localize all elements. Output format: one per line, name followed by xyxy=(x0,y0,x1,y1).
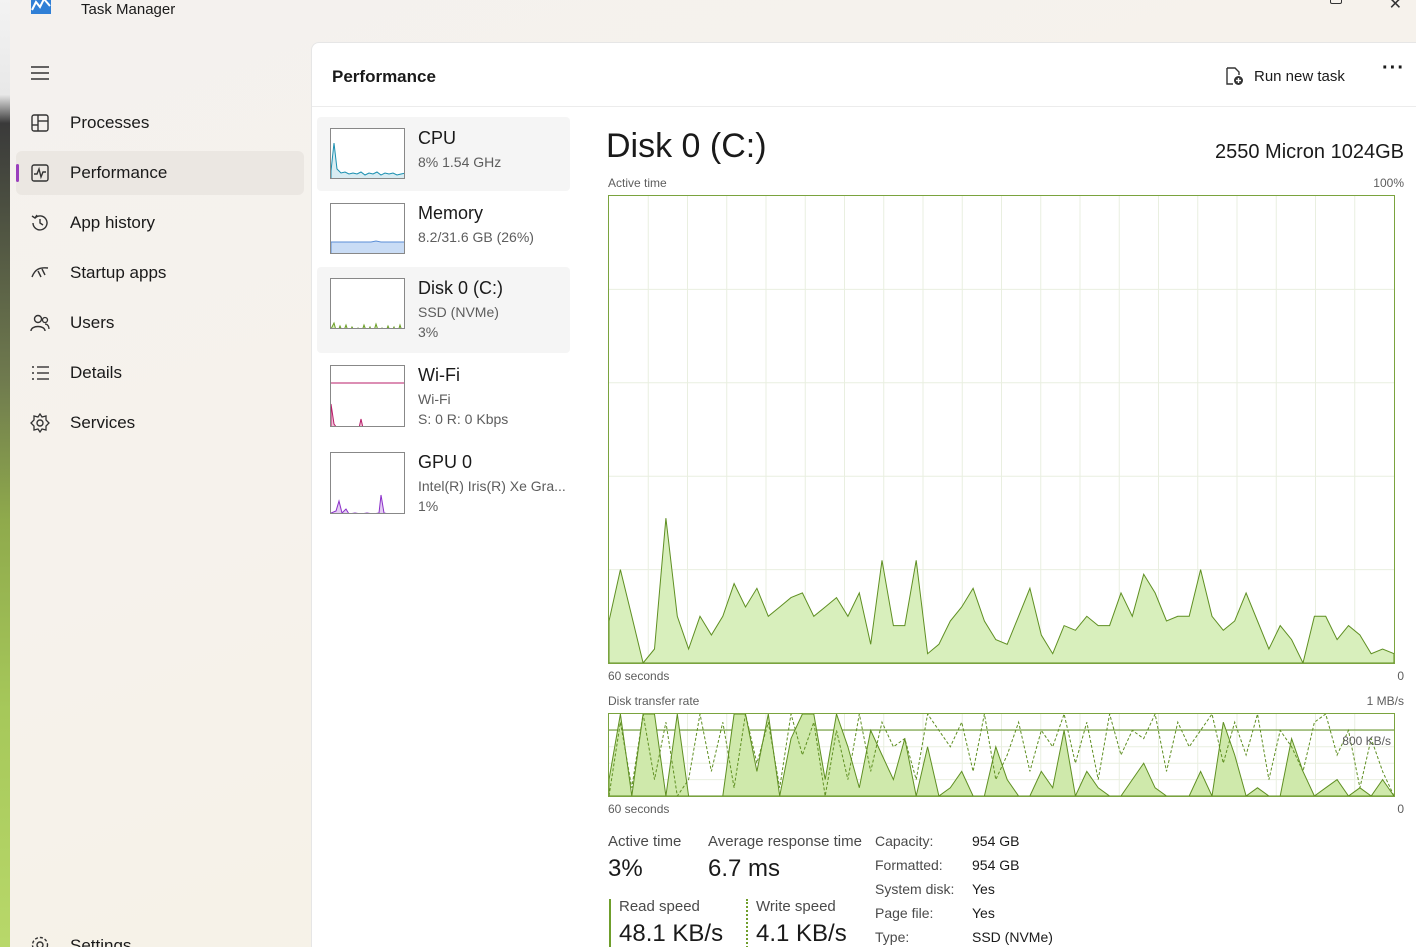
run-new-task-button[interactable]: Run new task xyxy=(1224,63,1345,89)
active-time-series xyxy=(608,518,1395,665)
transfer-rate-chart xyxy=(608,712,1395,798)
graph1-max-label: 100% xyxy=(1373,176,1404,190)
header-divider xyxy=(312,106,1416,107)
active-time-chart xyxy=(608,196,1395,665)
device-detail: Intel(R) Iris(R) Xe Gra... xyxy=(418,478,566,494)
device-usage: S: 0 R: 0 Kbps xyxy=(418,411,509,427)
capacity-value: 954 GB xyxy=(972,833,1020,849)
nav-item-performance[interactable]: Performance xyxy=(16,151,304,195)
capacity-key: Capacity: xyxy=(875,833,934,849)
device-name: Memory xyxy=(418,203,484,223)
nav-item-details[interactable]: Details xyxy=(16,351,304,395)
device-name: CPU xyxy=(418,128,457,148)
system-disk-value: Yes xyxy=(972,881,995,897)
graph2-max-label: 1 MB/s xyxy=(1366,694,1404,708)
device-usage: 1% xyxy=(418,498,439,514)
device-name: GPU 0 xyxy=(418,452,473,472)
page-title: Performance xyxy=(332,67,436,86)
active-time-graph xyxy=(608,195,1395,665)
write-speed-value: 4.1 KB/s xyxy=(756,920,847,947)
device-detail: 8.2/31.6 GB (26%) xyxy=(418,229,534,245)
wifi-thumbnail xyxy=(330,365,405,427)
more-options-icon[interactable]: ··· xyxy=(1382,57,1405,79)
nav-item-app-history[interactable]: App history xyxy=(16,201,304,245)
services-icon xyxy=(30,413,50,433)
users-icon xyxy=(30,314,50,332)
write-speed-label: Write speed xyxy=(756,898,836,915)
device-name: Wi-Fi xyxy=(418,365,460,385)
avg-response-label: Average response time xyxy=(708,833,862,850)
maximize-button[interactable] xyxy=(1330,0,1342,4)
graph1-label: Active time xyxy=(608,176,667,190)
device-detail: 8% 1.54 GHz xyxy=(418,154,502,170)
read-speed-label: Read speed xyxy=(619,898,700,915)
selection-indicator xyxy=(16,164,19,182)
task-manager-window: Task Manager ✕ Processes Performance App… xyxy=(10,0,1416,947)
nav-item-services[interactable]: Services xyxy=(16,401,304,445)
avg-response-value: 6.7 ms xyxy=(708,855,781,882)
active-time-value: 3% xyxy=(608,855,643,882)
formatted-key: Formatted: xyxy=(875,857,943,873)
nav-item-startup-apps[interactable]: Startup apps xyxy=(16,251,304,295)
history-icon xyxy=(31,214,48,231)
window-title: Task Manager xyxy=(81,1,176,18)
title-bar: Task Manager ✕ xyxy=(10,0,1416,42)
desktop-background xyxy=(0,0,10,947)
write-series xyxy=(608,712,1395,798)
read-speed-legend xyxy=(609,899,611,947)
type-key: Type: xyxy=(875,929,910,945)
read-speed-value: 48.1 KB/s xyxy=(619,920,724,947)
gear-icon xyxy=(31,936,49,947)
gpu-thumbnail xyxy=(330,452,405,514)
device-gpu-0[interactable]: GPU 0 Intel(R) Iris(R) Xe Gra... 1% xyxy=(317,441,570,527)
nav-label: Performance xyxy=(70,163,168,182)
type-value: SSD (NVMe) xyxy=(972,929,1053,945)
page-file-value: Yes xyxy=(972,905,995,921)
startup-icon xyxy=(31,267,49,278)
device-cpu[interactable]: CPU 8% 1.54 GHz xyxy=(317,117,570,191)
cpu-thumbnail xyxy=(330,128,405,179)
page-file-key: Page file: xyxy=(875,905,934,921)
nav-label: App history xyxy=(70,213,156,232)
processes-icon xyxy=(31,114,49,132)
main-panel: Performance Run new task ··· CPU 8% 1.54… xyxy=(311,42,1416,947)
graph1-x-right: 0 xyxy=(1397,669,1404,683)
run-task-icon xyxy=(1226,67,1243,85)
nav-label: Processes xyxy=(70,113,150,132)
device-memory[interactable]: Memory 8.2/31.6 GB (26%) xyxy=(317,192,570,266)
details-icon xyxy=(32,366,49,380)
device-wifi[interactable]: Wi-Fi Wi-Fi S: 0 R: 0 Kbps xyxy=(317,354,570,440)
nav-label: Services xyxy=(70,413,136,432)
task-manager-icon xyxy=(31,0,51,14)
system-disk-key: System disk: xyxy=(875,881,955,897)
nav-label: Settings xyxy=(70,936,132,947)
device-name: Disk 0 (C:) xyxy=(418,278,503,298)
active-time-label: Active time xyxy=(608,833,682,850)
nav-label: Details xyxy=(70,363,122,382)
close-button[interactable]: ✕ xyxy=(1388,0,1402,13)
device-usage: 3% xyxy=(418,324,439,340)
nav-item-processes[interactable]: Processes xyxy=(16,101,304,145)
device-disk-0[interactable]: Disk 0 (C:) SSD (NVMe) 3% xyxy=(317,267,570,353)
nav-label: Startup apps xyxy=(70,263,167,282)
disk-thumbnail xyxy=(330,278,405,329)
run-task-label: Run new task xyxy=(1254,67,1345,85)
detail-title: Disk 0 (C:) xyxy=(606,127,767,165)
device-detail: Wi-Fi xyxy=(418,391,451,407)
hamburger-menu-icon[interactable] xyxy=(30,63,50,83)
disk-model: 2550 Micron 1024GB xyxy=(1214,141,1404,163)
transfer-rate-graph: 800 KB/s xyxy=(608,712,1395,798)
nav-item-users[interactable]: Users xyxy=(16,301,304,345)
nav-label: Users xyxy=(70,313,115,332)
performance-icon xyxy=(31,164,49,182)
graph2-x-left: 60 seconds xyxy=(608,802,670,816)
graph2-label: Disk transfer rate xyxy=(608,694,700,708)
graph2-x-right: 0 xyxy=(1397,802,1404,816)
formatted-value: 954 GB xyxy=(972,857,1020,873)
memory-thumbnail xyxy=(330,203,405,254)
graph2-mid-label: 800 KB/s xyxy=(1342,734,1391,748)
graph1-x-left: 60 seconds xyxy=(608,669,670,683)
write-speed-legend xyxy=(746,899,748,947)
device-detail: SSD (NVMe) xyxy=(418,304,499,320)
